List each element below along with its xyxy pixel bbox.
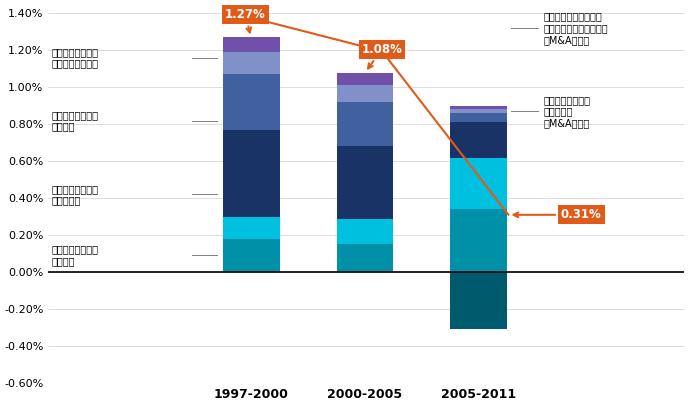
Text: 1.08%: 1.08% [362,43,402,68]
Text: 0.31%: 0.31% [513,208,601,221]
Text: 単独事業所企業、
再配分効果
（M&A関連）: 単独事業所企業、 再配分効果 （M&A関連） [544,95,591,128]
Bar [336,102,394,147]
Bar [223,75,279,130]
Bar [223,37,279,52]
Text: 複数事業所企業、企業
外企業間資源再配分効果
（M&A関連）: 複数事業所企業、企業 外企業間資源再配分効果 （M&A関連） [544,12,608,45]
Bar [336,85,394,102]
Bar [451,209,507,272]
Bar [451,106,507,109]
Bar [451,109,507,113]
Bar [336,147,394,219]
Text: 単独事業所企業、
内部効果: 単独事業所企業、 内部効果 [52,245,99,266]
Bar [451,113,507,122]
Text: 複数事業所企業、
企業内再配分効果: 複数事業所企業、 企業内再配分効果 [52,47,99,68]
Bar [223,239,279,272]
Bar [336,244,394,272]
Text: 1.27%: 1.27% [225,8,266,32]
Bar [451,122,507,158]
Bar [223,217,279,239]
Bar [336,219,394,244]
Bar [451,158,507,209]
Text: 単独事業所企業、
再配分効果: 単独事業所企業、 再配分効果 [52,184,99,205]
Bar [223,130,279,217]
Bar [223,52,279,75]
Text: 複数事業所企業、
内部効果: 複数事業所企業、 内部効果 [52,110,99,131]
Bar [451,272,507,329]
Bar [336,72,394,85]
